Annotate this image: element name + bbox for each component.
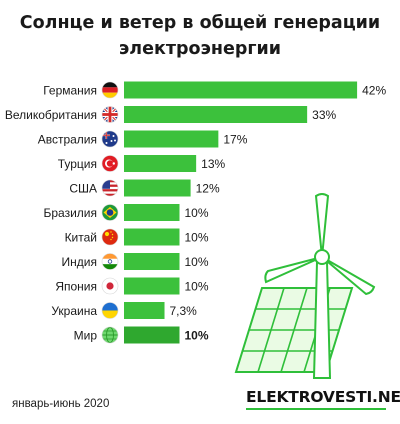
bar [124, 179, 191, 197]
value-label: 10% [185, 231, 209, 245]
solar-panel-icon [234, 287, 354, 373]
brand-underline [246, 408, 386, 410]
uk-flag-icon [101, 106, 119, 123]
value-label: 13% [201, 157, 225, 171]
period-note: январь-июнь 2020 [12, 398, 110, 410]
brazil-flag-icon [101, 204, 119, 221]
wind-turbine-icon [264, 193, 376, 379]
bar [124, 302, 165, 319]
category-label: Украина [51, 304, 97, 318]
usa-flag-icon [101, 179, 119, 197]
turkey-flag-icon [101, 155, 119, 172]
value-label: 10% [185, 280, 209, 294]
bar [124, 130, 219, 148]
bar [124, 81, 358, 99]
globe-icon [101, 326, 119, 344]
bar [124, 204, 180, 221]
illustration [234, 193, 376, 379]
value-label: 33% [312, 108, 336, 122]
value-label: 17% [223, 133, 247, 147]
value-label: 10% [185, 255, 209, 269]
value-label: 10% [185, 206, 209, 220]
bar [124, 277, 180, 295]
category-label: Австралия [38, 133, 97, 147]
category-label: Бразилия [44, 206, 98, 220]
category-label: Япония [55, 280, 97, 294]
category-label: Индия [62, 255, 97, 269]
value-label: 42% [362, 84, 386, 98]
value-label: 10% [185, 329, 209, 343]
category-label: Китай [65, 231, 97, 245]
category-label: Великобритания [5, 108, 97, 122]
china-flag-icon [101, 228, 119, 246]
india-flag-icon [101, 253, 119, 270]
category-label: Турция [58, 157, 97, 171]
value-label: 12% [196, 182, 220, 196]
chart-title: Солнце и ветер в общей генерации электро… [19, 13, 381, 59]
brand-logo: ELEKTROVESTI.NET [246, 388, 400, 406]
category-label: Германия [43, 84, 97, 98]
ukraine-flag-icon [101, 302, 119, 319]
bar [124, 326, 180, 344]
germany-flag-icon [101, 81, 119, 99]
value-label: 7,3% [170, 304, 198, 318]
bar [124, 155, 197, 172]
category-label: Мир [74, 329, 98, 343]
bar [124, 106, 308, 123]
japan-flag-icon [101, 277, 119, 295]
bar [124, 228, 180, 246]
category-label: США [69, 182, 97, 196]
bar [124, 253, 180, 270]
australia-flag-icon [101, 130, 119, 148]
